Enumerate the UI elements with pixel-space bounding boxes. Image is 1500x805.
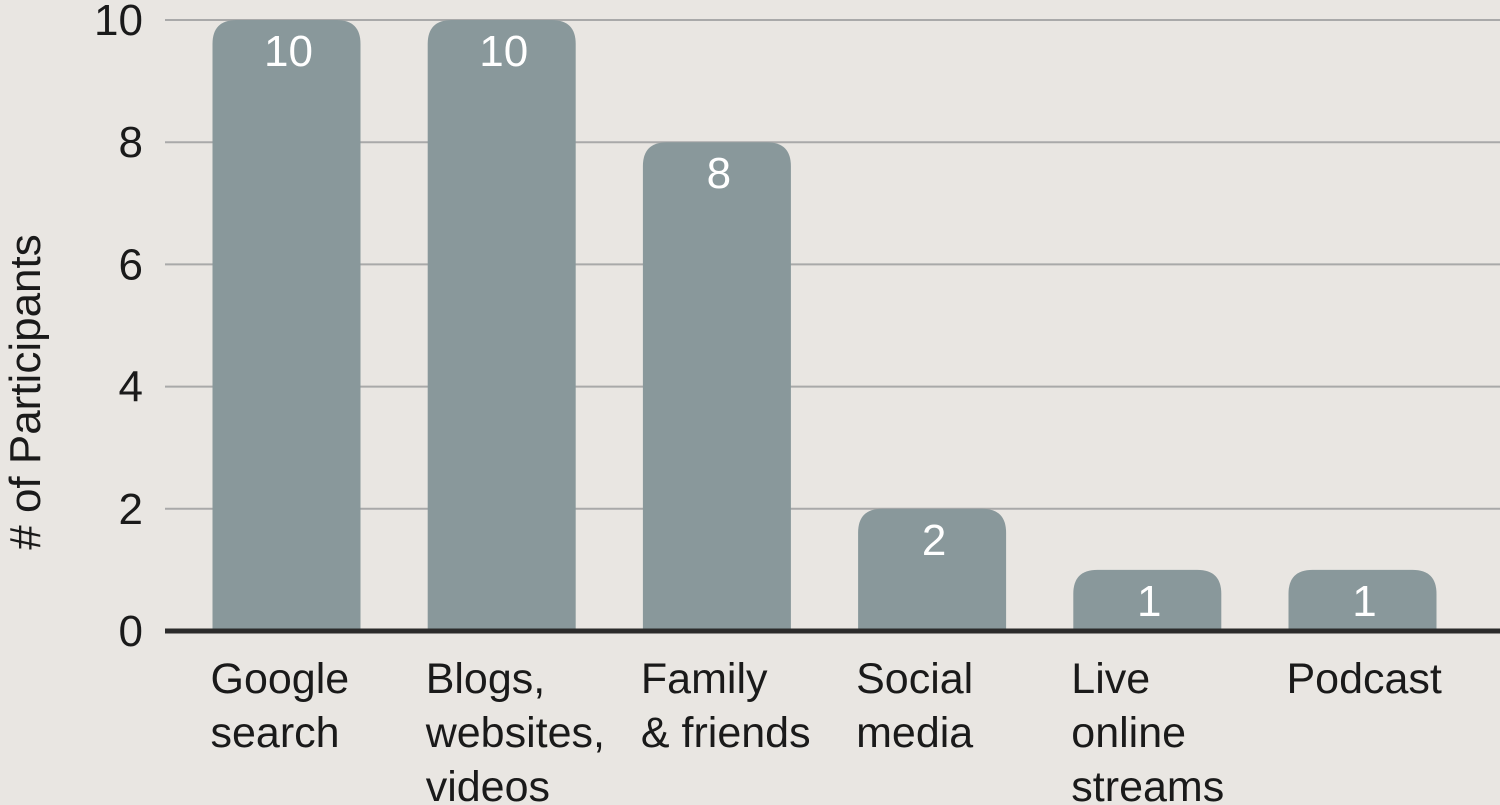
x-category-label: Live online streams (1071, 655, 1224, 805)
bar (427, 20, 576, 631)
bar (212, 20, 361, 631)
x-category-label: Family & friends (641, 655, 811, 757)
bar-value-label: 10 (479, 27, 528, 76)
bar-value-label: 2 (922, 516, 946, 565)
x-category-label: Social media (856, 655, 973, 757)
x-category-label-line: media (856, 709, 973, 757)
x-category-label: Blogs, websites, videos (425, 655, 605, 805)
y-tick-label: 0 (119, 607, 143, 656)
bar-value-labels: 10 10 8 2 1 1 (264, 27, 1377, 626)
bars (212, 20, 1437, 631)
bar-value-label: 1 (1352, 577, 1376, 626)
x-category-label-line: online (1071, 709, 1186, 757)
x-category-label-line: Social (856, 655, 973, 703)
bar-value-label: 10 (264, 27, 313, 76)
y-tick-label: 4 (119, 363, 143, 412)
bar-value-label: 8 (707, 149, 731, 198)
x-category-label-line: streams (1071, 763, 1224, 805)
y-tick-label: 8 (119, 118, 143, 167)
x-category-label: Podcast (1287, 655, 1442, 703)
x-category-label-line: search (211, 709, 340, 757)
y-axis-title: # of Participants (1, 234, 50, 550)
x-category-label-line: Family (641, 655, 768, 703)
x-category-label-line: websites, (425, 709, 605, 757)
bar (642, 142, 791, 631)
bar (858, 508, 1007, 631)
x-category-label-line: Google (211, 655, 350, 703)
gridlines (165, 19, 1500, 510)
y-tick-label: 2 (119, 485, 143, 534)
x-category-label: Google search (211, 655, 350, 757)
y-tick-label: 10 (94, 0, 143, 45)
x-category-label-line: Live (1071, 655, 1150, 703)
bar-value-label: 1 (1137, 577, 1161, 626)
bar (1288, 569, 1437, 631)
x-category-label-line: Podcast (1287, 655, 1442, 703)
x-axis-categories: Google search Blogs, websites, videos Family &… (211, 655, 1442, 805)
y-tick-label: 6 (119, 240, 143, 289)
x-category-label-line: & friends (641, 709, 811, 757)
y-axis-ticks: 0 2 4 6 8 10 (94, 0, 143, 656)
x-category-label-line: Blogs, (426, 655, 546, 703)
x-category-label-line: videos (426, 763, 550, 805)
bar (1073, 569, 1222, 631)
